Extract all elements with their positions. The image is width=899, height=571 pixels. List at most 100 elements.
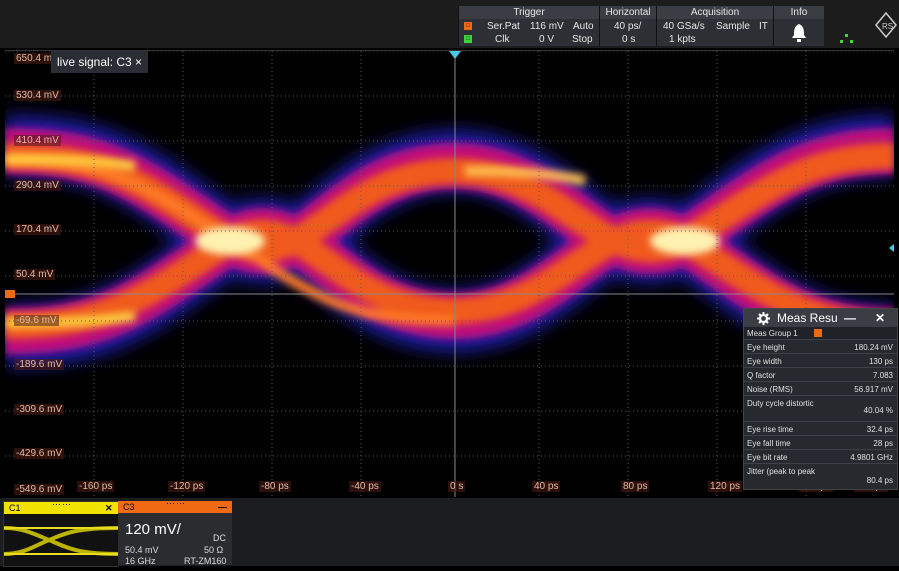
y-axis-label: -549.6 mV — [14, 484, 65, 495]
gear-icon[interactable] — [757, 312, 770, 325]
drag-handle-icon[interactable]: ⋯⋯ — [166, 498, 186, 508]
eye-diagram — [5, 51, 894, 497]
channel-color-marker — [814, 329, 822, 337]
meas-value: 56.917 mV — [854, 385, 893, 394]
c3-header: C3 ⋯⋯ — — [118, 498, 232, 513]
meas-label: Noise (RMS) — [747, 385, 793, 394]
y-axis-label: -69.6 mV — [14, 315, 59, 326]
horizontal-panel[interactable]: Horizontal 40 ps/ 0 s — [599, 6, 656, 46]
probe-model: RT-ZM160 — [184, 556, 227, 566]
measurement-results-panel[interactable]: Meas Resu — ✕ Meas Group 1 Eye height 180… — [743, 308, 898, 490]
meas-label: Eye height — [747, 343, 785, 352]
horizontal-header: Horizontal — [600, 6, 656, 19]
y-axis-label: 170.4 mV — [14, 224, 61, 235]
y-axis-label: 650.4 mV — [14, 53, 61, 64]
coupling: DC — [213, 533, 226, 543]
impedance: 50 Ω — [204, 545, 224, 555]
time-position: 0 s — [622, 34, 636, 45]
c1-eye-preview — [3, 526, 119, 556]
meas-value: 4.9801 GHz — [850, 453, 893, 462]
y-axis-label: 50.4 mV — [14, 269, 56, 280]
minimize-icon[interactable]: — — [844, 311, 856, 325]
y-axis-label: -309.6 mV — [14, 404, 65, 415]
x-axis-label: -40 ps — [349, 481, 381, 492]
trigger-level: 116 mV — [530, 21, 564, 32]
meas-value: 7.083 — [872, 371, 893, 380]
meas-group-row: Meas Group 1 — [744, 327, 897, 339]
y-axis-label: 410.4 mV — [14, 135, 61, 146]
info-panel[interactable]: Info — [773, 6, 824, 46]
vertical-offset: 50.4 mV — [125, 545, 159, 555]
live-signal-tab[interactable]: live signal: C3 × — [51, 51, 149, 73]
sample-rate: 40 GSa/s — [663, 21, 705, 32]
time-scale: 40 ps/ — [614, 21, 642, 32]
trigger-panel[interactable]: Trigger □ □ Ser.Pat 116 mV Auto Clk 0 V … — [458, 6, 599, 46]
minimize-icon[interactable]: — — [218, 502, 227, 512]
meas-row: Eye height 180.24 mV — [744, 339, 897, 354]
meas-label: Jitter (peak to peak — [747, 467, 816, 476]
meas-group-label: Meas Group 1 — [747, 329, 798, 338]
svg-text:RS: RS — [882, 22, 893, 31]
meas-value: 180.24 mV — [854, 343, 893, 352]
x-axis-label: 40 ps — [532, 481, 561, 492]
waveform-plot[interactable]: 650.4 mV 530.4 mV 410.4 mV 290.4 mV 170.… — [5, 50, 894, 497]
trigger-source-2: Clk — [495, 34, 510, 45]
meas-value: 130 ps — [868, 357, 893, 366]
y-axis-label: 290.4 mV — [14, 180, 61, 191]
meas-row: Noise (RMS) 56.917 mV — [744, 381, 897, 396]
channel-color-marker: □ — [464, 35, 472, 43]
rs-logo-icon: RS — [875, 12, 897, 39]
meas-label: Duty cycle distortic — [747, 399, 814, 408]
c1-thumbnail[interactable]: C1 ⋯⋯ ✕ — [3, 499, 119, 567]
meas-value: 40.04 % — [863, 406, 893, 415]
acquisition-panel[interactable]: Acquisition 40 GSa/s Sample IT 1 kpts — [656, 6, 773, 46]
meas-row: Eye rise time 32.4 ps — [744, 421, 897, 436]
channel-offset-marker — [5, 290, 15, 298]
bandwidth: 16 GHz — [125, 556, 156, 566]
meas-row: Eye fall time 28 ps — [744, 435, 897, 450]
close-icon[interactable]: ✕ — [875, 311, 886, 325]
y-axis-label: 530.4 mV — [14, 90, 61, 101]
meas-row: Q factor 7.083 — [744, 367, 897, 382]
x-axis-label: 0 s — [448, 481, 466, 492]
meas-label: Q factor — [747, 371, 776, 380]
x-axis-label: -120 ps — [168, 481, 206, 492]
c1-header: C1 ⋯⋯ ✕ — [4, 499, 118, 514]
meas-row: Eye bit rate 4.9801 GHz — [744, 449, 897, 464]
channel-color-marker: □ — [464, 22, 472, 30]
meas-row: Duty cycle distortic 40.04 % — [744, 395, 897, 422]
trigger-position-marker — [449, 51, 461, 59]
meas-label: Eye bit rate — [747, 453, 788, 462]
c3-channel-info[interactable]: C3 ⋯⋯ — 120 mV/ DC 50.4 mV 50 Ω 16 GHz R… — [118, 498, 232, 566]
close-icon[interactable]: ✕ — [105, 503, 113, 513]
record-length: 1 kpts — [669, 34, 696, 45]
meas-value: 80.4 ps — [866, 476, 893, 485]
y-axis-label: -429.6 mV — [14, 448, 65, 459]
toolbar: Trigger □ □ Ser.Pat 116 mV Auto Clk 0 V … — [0, 0, 899, 48]
meas-title-bar[interactable]: Meas Resu — ✕ — [744, 309, 897, 327]
meas-title: Meas Resu — [777, 311, 838, 325]
x-axis-label: 120 ps — [708, 481, 743, 492]
x-axis-label: -80 ps — [259, 481, 291, 492]
trigger-level-marker — [889, 244, 894, 252]
trigger-level-2: 0 V — [539, 34, 555, 45]
bell-icon — [792, 24, 806, 42]
trigger-source: Ser.Pat — [487, 21, 520, 32]
trigger-header: Trigger — [459, 6, 599, 19]
acquisition-header: Acquisition — [657, 6, 773, 19]
acquisition-mode: Sample — [716, 21, 750, 32]
meas-label: Eye rise time — [747, 425, 794, 434]
meas-value: 32.4 ps — [866, 425, 893, 434]
x-axis-label: 80 ps — [621, 481, 650, 492]
meas-label: Eye width — [747, 357, 782, 366]
y-axis-label: -189.6 mV — [14, 359, 65, 370]
meas-value: 28 ps — [873, 439, 893, 448]
network-icon — [840, 34, 853, 43]
c3-label: C3 — [123, 502, 135, 512]
trigger-state: Stop — [572, 34, 593, 45]
acquisition-extra: IT — [759, 21, 768, 32]
info-header: Info — [774, 6, 824, 19]
drag-handle-icon[interactable]: ⋯⋯ — [52, 499, 72, 509]
x-axis-label: -160 ps — [77, 481, 115, 492]
meas-row: Jitter (peak to peak 80.4 ps — [744, 463, 897, 490]
